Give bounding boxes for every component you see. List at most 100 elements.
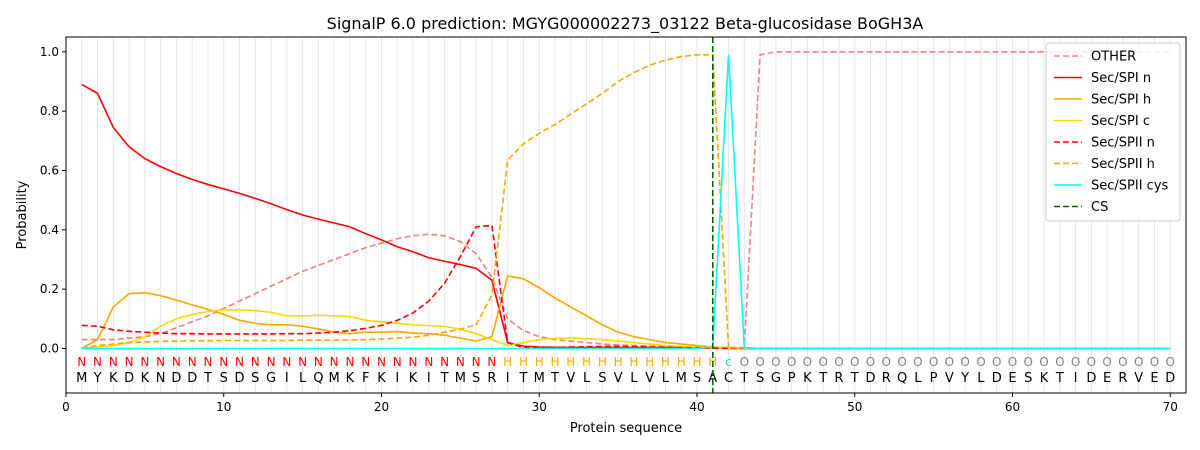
region-label: O (1102, 355, 1111, 369)
region-label: H (598, 355, 607, 369)
legend-entry: CS (1091, 200, 1108, 215)
y-tick-label: 0.4 (40, 223, 59, 237)
region-label: O (882, 355, 891, 369)
region-label: N (235, 355, 244, 369)
residue-label: I (427, 371, 431, 386)
residue-label: V (945, 371, 954, 386)
legend-entry: Sec/SPII h (1091, 157, 1155, 172)
residue-label: D (865, 371, 875, 386)
x-tick-label: 20 (374, 400, 389, 414)
region-label: O (1118, 355, 1127, 369)
legend-entry: Sec/SPI n (1091, 71, 1151, 86)
series-line-3 (81, 309, 1171, 350)
axes: 0 10 20 30 40 50 60 70 0.0 0.2 0.4 0.6 0.8 1.0 (40, 45, 1178, 414)
region-label: N (282, 355, 291, 369)
residue-label: K (409, 371, 418, 386)
legend-box (1045, 42, 1181, 222)
region-label: O (850, 355, 859, 369)
region-label: N (424, 355, 433, 369)
region-label: N (377, 355, 386, 369)
region-label: O (787, 355, 796, 369)
residue-label: T (1055, 371, 1064, 386)
region-label: N (140, 355, 149, 369)
region-label: O (1008, 355, 1017, 369)
residue-label: K (346, 371, 355, 386)
region-label: N (219, 355, 228, 369)
residue-label: K (141, 371, 150, 386)
region-label: N (440, 355, 449, 369)
region-label: O (976, 355, 985, 369)
residue-label: D (235, 371, 245, 386)
y-tick-label: 1.0 (40, 45, 59, 59)
residue-label: T (440, 371, 449, 386)
residue-label: Q (897, 371, 907, 386)
x-axis-label: Protein sequence (570, 421, 682, 436)
residue-label: A (708, 371, 717, 386)
legend-entry: OTHER (1091, 50, 1136, 65)
residue-label: S (220, 371, 228, 386)
legend-entry: Sec/SPII n (1091, 136, 1155, 151)
series-line-1 (81, 83, 1171, 350)
chart-title: SignalP 6.0 prediction: MGYG000002273_03… (327, 14, 924, 34)
residue-label: R (882, 371, 891, 386)
residue-label: I (506, 371, 510, 386)
region-label: N (125, 355, 134, 369)
region-label: H (550, 355, 559, 369)
region-label: N (456, 355, 465, 369)
plot-area: NMNYNKNDNKNNNDNDNTNSNDNSNGNINLNQNMNKNFNK… (76, 37, 1175, 393)
residue-label: I (285, 371, 289, 386)
residue-label: L (977, 371, 985, 386)
region-label: H (566, 355, 575, 369)
region-label: O (755, 355, 764, 369)
x-tick-label: 30 (532, 400, 547, 414)
residue-label: T (739, 371, 748, 386)
residue-label: S (251, 371, 259, 386)
residue-label: N (156, 371, 166, 386)
residue-label: S (472, 371, 480, 386)
region-label: O (866, 355, 875, 369)
region-label: N (156, 355, 165, 369)
residue-label: E (1150, 371, 1158, 386)
residue-label: V (645, 371, 654, 386)
region-label: O (992, 355, 1001, 369)
y-tick-label: 0.0 (40, 342, 59, 356)
residue-label: T (818, 371, 827, 386)
region-label: N (93, 355, 102, 369)
residue-label: R (487, 371, 496, 386)
x-tick-label: 0 (62, 400, 70, 414)
region-label: H (629, 355, 638, 369)
region-label: H (677, 355, 686, 369)
plot-frame (65, 36, 1187, 394)
region-label: O (1039, 355, 1048, 369)
residue-label: M (329, 371, 340, 386)
region-label: O (1165, 355, 1174, 369)
region-label: O (1024, 355, 1033, 369)
residue-label: G (771, 371, 781, 386)
region-label: H (582, 355, 591, 369)
region-label: H (692, 355, 701, 369)
x-tick-label: 60 (1005, 400, 1020, 414)
residue-label: R (1118, 371, 1127, 386)
series-line-5 (81, 53, 1171, 350)
region-label: O (929, 355, 938, 369)
region-label: O (771, 355, 780, 369)
x-tick-label: 10 (216, 400, 231, 414)
series-line-6 (81, 54, 1171, 350)
region-label: N (314, 355, 323, 369)
x-tick-label: 70 (1163, 400, 1178, 414)
residue-label: L (299, 371, 307, 386)
region-label: O (1134, 355, 1143, 369)
residue-label: E (1103, 371, 1111, 386)
x-tick-label: 50 (847, 400, 862, 414)
region-label: N (345, 355, 354, 369)
residue-label: L (630, 371, 638, 386)
legend-entry: Sec/SPI c (1091, 114, 1150, 129)
region-label: O (913, 355, 922, 369)
legend-entry: Sec/SPII cys (1091, 179, 1169, 194)
residue-label: T (550, 371, 559, 386)
series-line-4 (81, 224, 1171, 350)
region-label: N (409, 355, 418, 369)
residue-label: Y (960, 371, 969, 386)
region-label: c (725, 355, 732, 369)
residue-label: D (1086, 371, 1096, 386)
